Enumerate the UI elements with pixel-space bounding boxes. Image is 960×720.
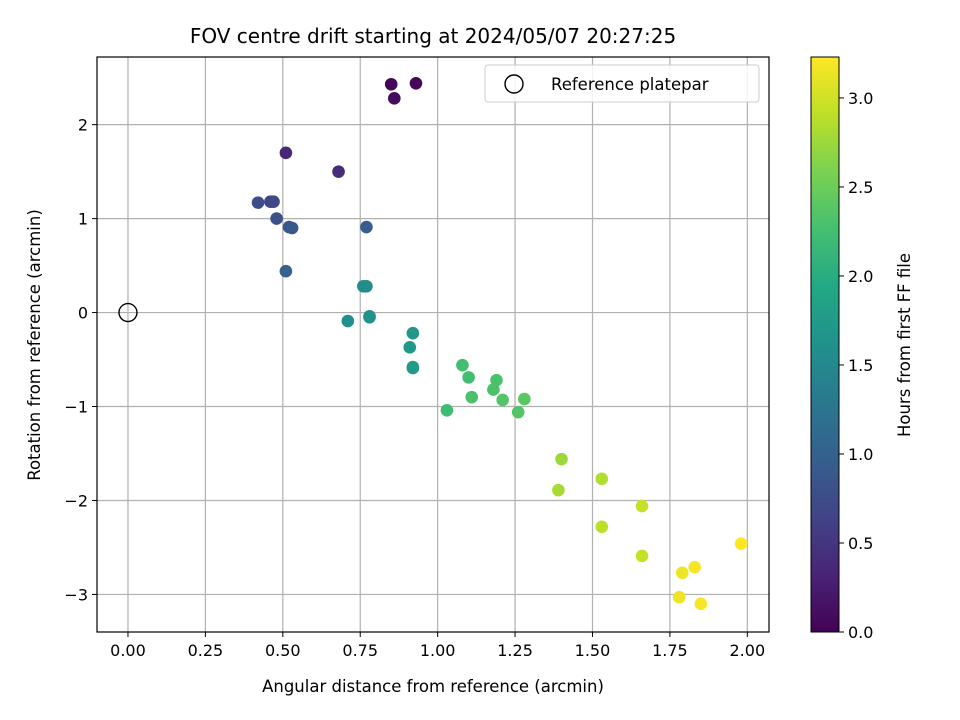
colorbar-tick-label: 3.0: [848, 89, 873, 108]
data-point: [406, 360, 420, 374]
colorbar: 0.0 0.5 1.0 1.5 2.0 2.5 3.0 Hours from first F…: [810, 56, 914, 642]
x-tick-label: 0.00: [110, 641, 146, 660]
data-point: [270, 212, 283, 225]
colorbar-label: Hours from first FF file: [895, 253, 914, 437]
data-point: [688, 560, 701, 574]
reference-marker: [118, 302, 138, 323]
colorbar-gradient: [810, 56, 840, 633]
data-point: [552, 483, 565, 497]
data-point: [465, 390, 479, 404]
data-point: [496, 393, 509, 407]
data-point: [490, 373, 503, 387]
data-point: [518, 392, 531, 406]
data-point: [595, 520, 609, 534]
x-axis-label: Angular distance from reference (arcmin): [262, 677, 604, 696]
axes-box: [96, 56, 770, 633]
data-point: [675, 566, 689, 580]
data-point: [403, 341, 417, 354]
colorbar-ticks: 0.0 0.5 1.0 1.5 2.0 2.5 3.0: [839, 89, 873, 642]
data-point: [251, 196, 265, 209]
data-point: [285, 221, 299, 235]
data-points: [251, 77, 748, 611]
x-tick-label: 1.00: [420, 641, 456, 660]
y-tick-label: 1: [78, 210, 88, 229]
legend-entry-reference: Reference platepar: [551, 75, 709, 94]
colorbar-tick-label: 1.5: [848, 356, 873, 375]
data-point: [672, 590, 686, 604]
data-point: [409, 77, 423, 90]
colorbar-tick-label: 0.0: [848, 623, 873, 642]
x-tick-label: 0.25: [188, 641, 224, 660]
data-point: [555, 452, 568, 466]
data-point: [332, 165, 345, 178]
data-point: [384, 77, 398, 91]
grid: [97, 57, 769, 632]
y-tick-label: −3: [64, 585, 88, 604]
reference-point: [118, 302, 138, 323]
legend-marker: [504, 74, 524, 94]
x-tick-label: 0.75: [342, 641, 378, 660]
data-point: [406, 326, 420, 340]
x-tick-label: 1.75: [652, 641, 688, 660]
data-point: [635, 549, 649, 563]
data-point: [360, 220, 373, 234]
data-point: [456, 358, 469, 372]
y-tick-label: 0: [78, 304, 88, 323]
data-point: [279, 146, 293, 160]
y-axis-ticks: −3 −2 −1 0 1 2: [64, 116, 97, 604]
colorbar-tick-label: 1.0: [848, 445, 873, 464]
data-point: [267, 195, 280, 208]
x-axis-ticks: 0.00 0.25 0.50 0.75 1.00 1.25 1.50 1.75 2.00: [110, 632, 765, 660]
data-point: [734, 537, 748, 550]
y-tick-label: 2: [78, 116, 88, 135]
data-point: [694, 597, 708, 611]
y-axis-label: Rotation from reference (arcmin): [25, 209, 44, 481]
colorbar-tick-label: 2.0: [848, 267, 873, 286]
data-point: [462, 371, 475, 384]
y-tick-label: −1: [64, 398, 88, 417]
y-tick-label: −2: [64, 491, 88, 510]
data-point: [363, 310, 376, 324]
chart-title: FOV centre drift starting at 2024/05/07 …: [190, 24, 676, 48]
colorbar-tick-label: 2.5: [848, 178, 873, 197]
x-tick-label: 1.50: [575, 641, 611, 660]
data-point: [440, 403, 454, 417]
data-point: [360, 279, 373, 293]
data-point: [595, 472, 609, 486]
data-point: [511, 405, 525, 419]
colorbar-tick-label: 0.5: [848, 534, 873, 553]
legend: Reference platepar: [484, 64, 760, 103]
x-tick-label: 0.50: [265, 641, 301, 660]
data-point: [279, 264, 293, 278]
data-point: [387, 92, 401, 105]
data-point: [341, 314, 355, 328]
x-tick-label: 2.00: [730, 641, 766, 660]
data-point: [635, 499, 649, 513]
plot-frame: [96, 56, 770, 633]
x-tick-label: 1.25: [497, 641, 533, 660]
legend-box: [484, 64, 760, 103]
